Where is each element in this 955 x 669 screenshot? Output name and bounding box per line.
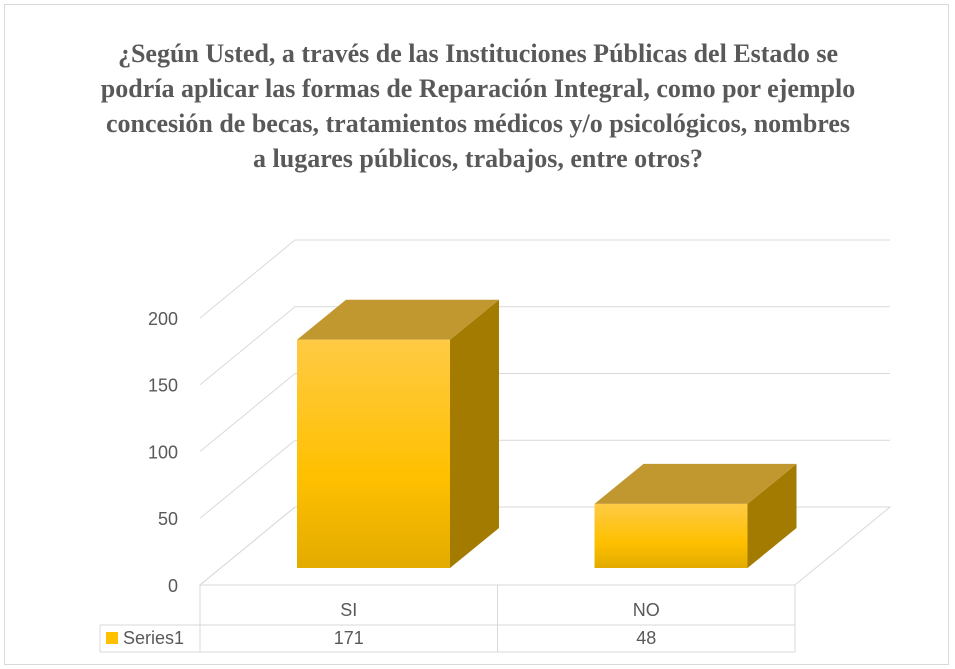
grid-line (199, 239, 890, 319)
bar-top (594, 463, 797, 504)
legend-key (106, 632, 118, 644)
table-value: 171 (334, 628, 364, 648)
bar-side (747, 463, 797, 568)
x-tick-label: NO (633, 600, 660, 620)
legend-label: Series1 (123, 628, 184, 648)
grid-line (199, 439, 890, 519)
x-tick-label: SI (340, 600, 357, 620)
grid-line (199, 373, 890, 452)
grid-line (199, 306, 890, 386)
bar-side (450, 299, 499, 568)
bar (297, 299, 499, 568)
y-tick-label: 150 (148, 376, 178, 396)
y-tick-label: 0 (168, 576, 178, 596)
y-tick-label: 50 (158, 509, 178, 529)
table-value: 48 (636, 628, 656, 648)
chart-frame (4, 4, 949, 665)
bar-front (594, 503, 748, 568)
chart-title: ¿Según Usted, a través de las Institucio… (100, 39, 856, 173)
bar-top (297, 299, 499, 340)
bar-front (297, 339, 450, 568)
y-tick-label: 200 (148, 309, 178, 329)
y-tick-label: 100 (148, 442, 178, 462)
bar (594, 463, 797, 568)
